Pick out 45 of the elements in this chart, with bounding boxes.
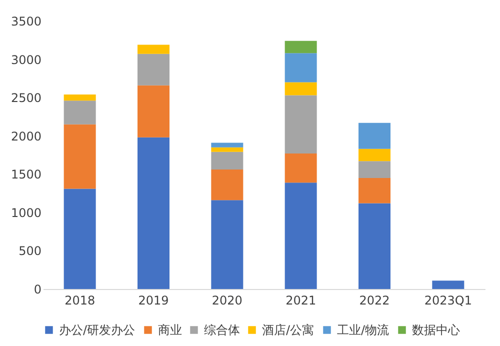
legend-label: 办公/研发办公 bbox=[59, 323, 136, 337]
y-tick-label: 2500 bbox=[10, 91, 42, 106]
x-tick-label: 2022 bbox=[359, 294, 390, 308]
bar bbox=[64, 94, 96, 101]
bar bbox=[432, 280, 464, 289]
y-tick-label: 3500 bbox=[10, 14, 42, 28]
x-tick-label: 2023Q1 bbox=[424, 294, 472, 308]
x-tick-label: 2018 bbox=[64, 294, 96, 308]
bar bbox=[284, 153, 317, 183]
bar bbox=[358, 148, 390, 162]
y-tick-label: 1000 bbox=[10, 206, 42, 220]
bar bbox=[358, 122, 390, 149]
legend-label: 酒店/公寓 bbox=[262, 323, 314, 337]
bar bbox=[284, 53, 317, 82]
x-tick-label: 2020 bbox=[212, 294, 242, 308]
x-tick-label: 2021 bbox=[286, 294, 316, 308]
bar bbox=[358, 178, 390, 204]
bar bbox=[138, 44, 170, 54]
bar bbox=[284, 82, 317, 96]
x-tick-label: 2019 bbox=[138, 294, 169, 308]
y-tick-label: 1500 bbox=[10, 168, 42, 182]
legend-label: 数据中心 bbox=[412, 323, 460, 337]
bar bbox=[64, 100, 96, 124]
legend-label: 工业/物流 bbox=[337, 323, 390, 337]
bar bbox=[211, 147, 244, 152]
bar bbox=[64, 188, 96, 289]
y-tick-label: 500 bbox=[18, 244, 42, 258]
bar bbox=[211, 152, 244, 170]
legend-label: 商业 bbox=[158, 323, 182, 337]
bar bbox=[211, 170, 244, 200]
legend-label: 综合体 bbox=[204, 323, 240, 337]
bar bbox=[138, 85, 170, 138]
bar bbox=[284, 95, 317, 154]
bar bbox=[138, 54, 170, 86]
bar bbox=[211, 142, 244, 148]
y-tick-label: 0 bbox=[34, 282, 42, 296]
y-tick-label: 3000 bbox=[10, 52, 42, 67]
bar bbox=[358, 161, 390, 178]
bar bbox=[64, 124, 96, 189]
y-tick-label: 2000 bbox=[10, 129, 42, 144]
bar bbox=[284, 40, 317, 54]
bar bbox=[358, 203, 390, 289]
bar bbox=[138, 137, 170, 289]
bar bbox=[284, 182, 317, 289]
bar bbox=[211, 200, 244, 289]
